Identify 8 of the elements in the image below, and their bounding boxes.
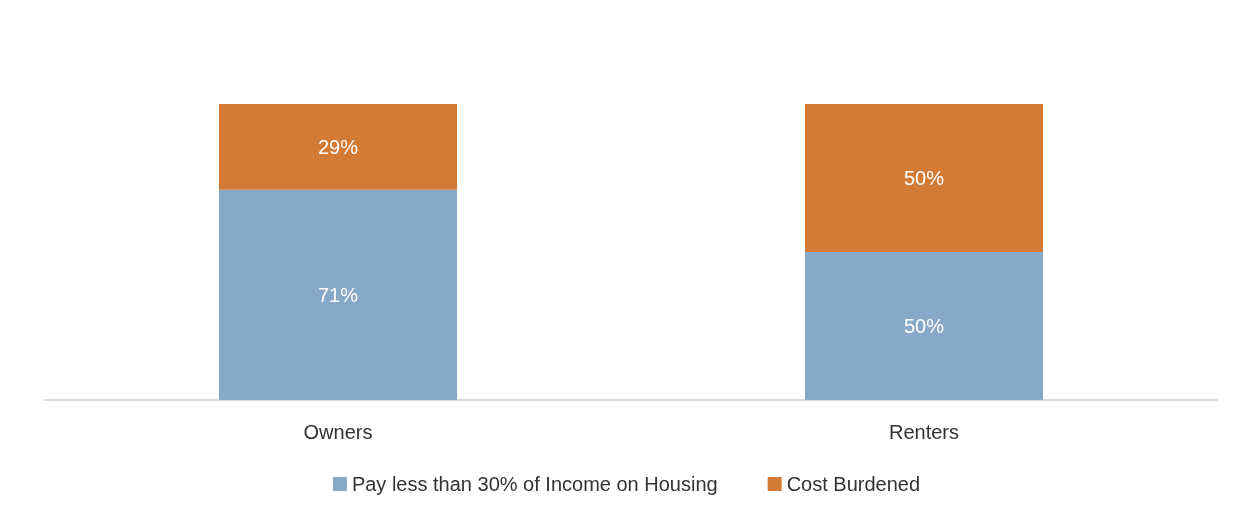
x-tick-label: Owners (303, 421, 373, 443)
data-label: 71% (317, 283, 359, 306)
legend-label: Cost Burdened (786, 473, 921, 495)
x-tick-label: Renters (888, 421, 960, 443)
data-label: 50% (903, 167, 945, 189)
legend-label: Pay less than 30% of Income on Housing (351, 473, 718, 495)
data-label: 29% (317, 135, 359, 158)
data-label: 50% (903, 315, 945, 337)
